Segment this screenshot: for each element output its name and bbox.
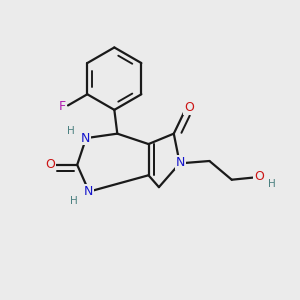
Text: F: F <box>59 100 66 113</box>
Text: O: O <box>46 158 56 171</box>
Text: O: O <box>254 170 264 183</box>
Text: N: N <box>80 132 90 145</box>
Text: H: H <box>268 179 276 189</box>
Text: H: H <box>68 126 75 136</box>
Text: O: O <box>184 101 194 114</box>
Text: H: H <box>70 196 77 206</box>
Text: N: N <box>83 185 93 198</box>
Text: N: N <box>176 156 185 169</box>
